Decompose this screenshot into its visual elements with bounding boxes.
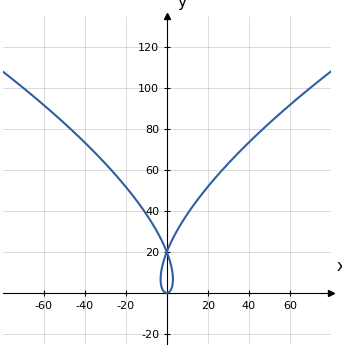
X-axis label: x: x [336,259,342,274]
Y-axis label: y: y [177,0,186,10]
